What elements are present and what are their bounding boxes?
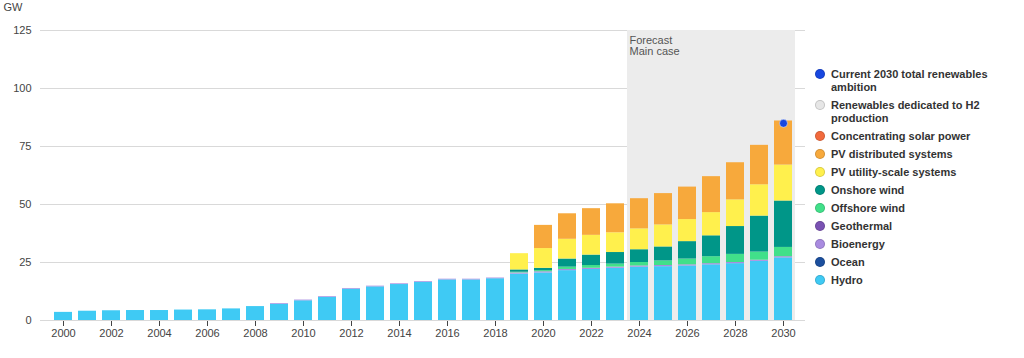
html-text:Ocean: Ocean [831, 256, 865, 268]
html-text:Geothermal: Geothermal [831, 220, 893, 232]
svg-text:2024: 2024 [627, 327, 651, 339]
svg-text:0: 0 [25, 314, 31, 326]
svg-text:2026: 2026 [675, 327, 699, 339]
svg-text:125: 125 [13, 24, 31, 36]
svg-text:2020: 2020 [531, 327, 555, 339]
svg-text:GW: GW [4, 1, 24, 13]
svg-text:25: 25 [19, 256, 31, 268]
html-text:Renewables dedicated to H2 pro: Renewables dedicated to H2 production [831, 99, 980, 124]
svg-text:2004: 2004 [147, 327, 171, 339]
svg-text:75: 75 [19, 140, 31, 152]
svg-text:2022: 2022 [579, 327, 603, 339]
html-text:Current 2030 total renewables: Current 2030 total renewables ambition [831, 68, 988, 93]
svg-text:2000: 2000 [51, 327, 75, 339]
html-text:PV distributed systems: PV distributed systems [831, 148, 953, 160]
html-text:PV utility-scale systems: PV utility-scale systems [831, 166, 957, 178]
html-text:Onshore wind: Onshore wind [831, 184, 905, 196]
svg-text:2014: 2014 [387, 327, 411, 339]
svg-text:ForecastMain case: ForecastMain case [630, 34, 680, 57]
svg-text:2010: 2010 [291, 327, 315, 339]
svg-text:2006: 2006 [195, 327, 219, 339]
html-text:Offshore wind: Offshore wind [831, 202, 905, 214]
svg-text:2028: 2028 [723, 327, 747, 339]
html-text:Bioenergy: Bioenergy [831, 238, 885, 250]
html-text:Hydro: Hydro [831, 274, 863, 286]
svg-text:100: 100 [13, 82, 31, 94]
html-text:Concentrating solar power: Concentrating solar power [831, 130, 971, 142]
svg-text:50: 50 [19, 198, 31, 210]
svg-text:2008: 2008 [243, 327, 267, 339]
svg-text:2030: 2030 [771, 327, 795, 339]
svg-text:2002: 2002 [99, 327, 123, 339]
svg-text:2012: 2012 [339, 327, 363, 339]
svg-text:2016: 2016 [435, 327, 459, 339]
svg-text:2018: 2018 [483, 327, 507, 339]
